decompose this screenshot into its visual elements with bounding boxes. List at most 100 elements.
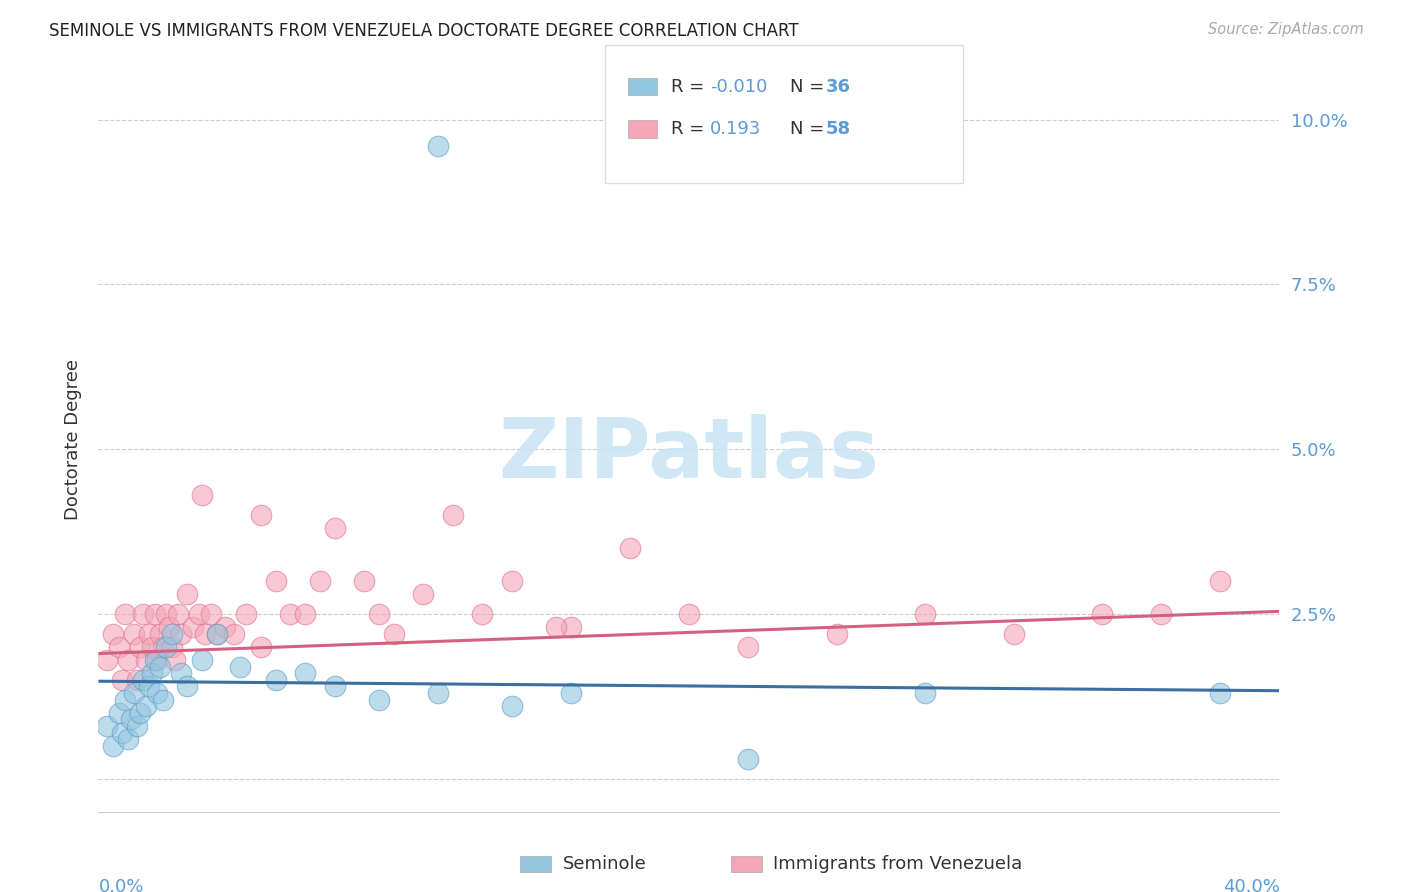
Y-axis label: Doctorate Degree: Doctorate Degree [65, 359, 83, 520]
Point [165, 653, 187, 667]
Point [187, 607, 209, 621]
Point [914, 686, 936, 700]
Point [125, 673, 148, 687]
Point [309, 574, 332, 588]
Point [181, 620, 204, 634]
Point [132, 673, 155, 687]
Point [141, 666, 163, 681]
Point [120, 713, 142, 727]
Point [323, 521, 346, 535]
Point [294, 607, 316, 621]
Point [382, 626, 405, 640]
Point [441, 508, 464, 522]
Text: R =: R = [671, 120, 710, 138]
Text: SEMINOLE VS IMMIGRANTS FROM VENEZUELA DOCTORATE DEGREE CORRELATION CHART: SEMINOLE VS IMMIGRANTS FROM VENEZUELA DO… [49, 22, 799, 40]
Point [103, 739, 125, 753]
Text: R =: R = [671, 78, 710, 95]
Point [103, 626, 125, 640]
Point [264, 673, 287, 687]
Point [1002, 626, 1025, 640]
Point [1209, 686, 1232, 700]
Point [152, 692, 174, 706]
Text: Immigrants from Venezuela: Immigrants from Venezuela [773, 855, 1022, 873]
Point [224, 626, 246, 640]
Point [737, 752, 759, 766]
Point [155, 640, 177, 654]
Point [200, 607, 222, 621]
Point [368, 692, 391, 706]
Point [191, 488, 214, 502]
Point [176, 587, 198, 601]
Point [132, 607, 155, 621]
Point [368, 607, 391, 621]
Point [149, 659, 172, 673]
Point [117, 732, 139, 747]
Point [176, 680, 198, 694]
Text: 0.0%: 0.0% [98, 878, 143, 892]
Point [125, 719, 148, 733]
Point [155, 607, 177, 621]
Point [1091, 607, 1114, 621]
Point [427, 686, 450, 700]
Point [412, 587, 434, 601]
Point [152, 640, 174, 654]
Text: 40.0%: 40.0% [1223, 878, 1279, 892]
Point [323, 680, 346, 694]
Point [114, 692, 136, 706]
Point [146, 686, 169, 700]
Text: Source: ZipAtlas.com: Source: ZipAtlas.com [1208, 22, 1364, 37]
Point [280, 607, 302, 621]
Point [146, 653, 169, 667]
Point [229, 659, 252, 673]
Point [471, 607, 494, 621]
Point [250, 508, 273, 522]
Point [825, 626, 848, 640]
Point [560, 686, 582, 700]
Point [128, 706, 150, 720]
Text: N =: N = [790, 78, 830, 95]
Point [111, 725, 134, 739]
Point [111, 673, 134, 687]
Point [205, 626, 228, 640]
Point [546, 620, 568, 634]
Point [135, 699, 157, 714]
Point [170, 626, 193, 640]
Point [235, 607, 257, 621]
Point [122, 686, 145, 700]
Point [191, 653, 214, 667]
Point [678, 607, 700, 621]
Point [138, 626, 160, 640]
Text: 36: 36 [825, 78, 851, 95]
Point [914, 607, 936, 621]
Point [143, 653, 166, 667]
Point [157, 620, 180, 634]
Point [353, 574, 375, 588]
Point [96, 653, 118, 667]
Point [128, 640, 150, 654]
Point [214, 620, 236, 634]
Point [117, 653, 139, 667]
Point [250, 640, 273, 654]
Point [264, 574, 287, 588]
Point [162, 626, 183, 640]
Point [294, 666, 316, 681]
Point [162, 640, 183, 654]
Text: -0.010: -0.010 [710, 78, 768, 95]
Point [122, 626, 145, 640]
Text: Seminole: Seminole [562, 855, 647, 873]
Point [114, 607, 136, 621]
Point [138, 680, 160, 694]
Point [149, 626, 172, 640]
Point [96, 719, 118, 733]
Point [619, 541, 641, 555]
Point [560, 620, 582, 634]
Text: ZIPatlas: ZIPatlas [499, 414, 879, 495]
Point [1150, 607, 1173, 621]
Point [141, 640, 163, 654]
Point [170, 666, 193, 681]
Point [205, 626, 228, 640]
Point [143, 607, 166, 621]
Point [108, 640, 131, 654]
Point [135, 653, 157, 667]
Point [1209, 574, 1232, 588]
